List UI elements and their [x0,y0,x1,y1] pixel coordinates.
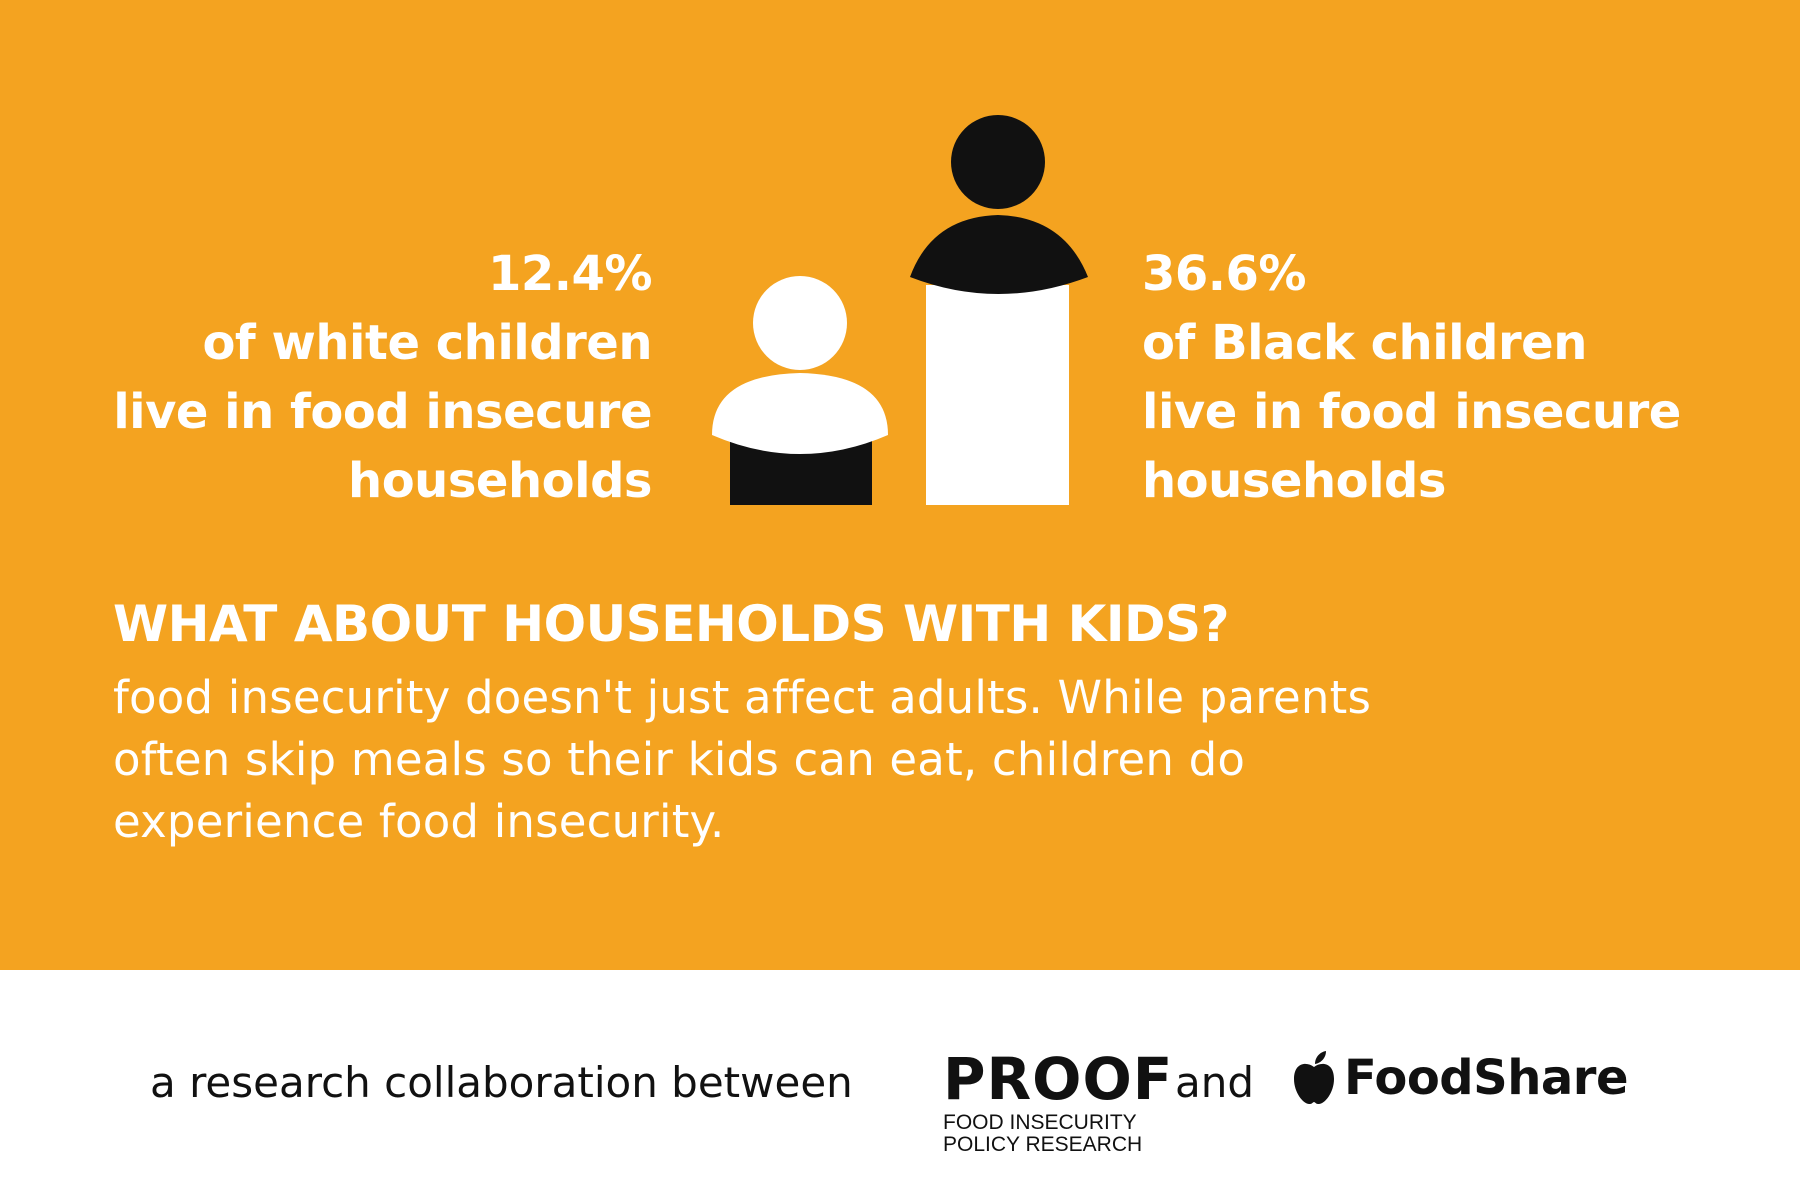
proof-logo: PROOF FOOD INSECURITY POLICY RESEARCH [943,1050,1173,1156]
proof-logo-sub1: FOOD INSECURITY [943,1111,1137,1134]
black-children-line1: of Black children [1142,315,1587,371]
proof-logo-sub2: POLICY RESEARCH [943,1133,1143,1156]
proof-logo-name: PROOF [943,1045,1174,1113]
foodshare-logo-name: FoodShare [1344,1050,1629,1106]
white-children-line1: of white children [202,315,652,371]
section-body-line1: food insecurity doesn't just affect adul… [113,671,1372,724]
apple-icon [1294,1051,1334,1105]
person-large-icon [910,115,1088,505]
black-children-line2: live in food insecure [1142,384,1681,440]
section-heading: WHAT ABOUT HOUSEHOLDS WITH KIDS? [113,595,1229,653]
section-body-line3: experience food insecurity. [113,795,725,848]
white-children-line3: households [348,453,652,509]
footer [0,970,1800,1200]
collaboration-text: a research collaboration between [150,1058,853,1107]
person-small-icon [712,276,888,505]
white-children-stat: 12.4% of white children live in food ins… [60,240,652,516]
white-children-line2: live in food insecure [113,384,652,440]
section-body: food insecurity doesn't just affect adul… [113,667,1713,853]
children-figures [700,115,1100,515]
section-body-line2: often skip meals so their kids can eat, … [113,733,1246,786]
foodshare-logo: FoodShare [1292,1050,1629,1106]
black-children-stat: 36.6% of Black children live in food ins… [1142,240,1762,516]
main-panel: 12.4% of white children live in food ins… [0,0,1800,970]
black-children-line3: households [1142,453,1446,509]
black-children-percent: 36.6% [1142,246,1307,302]
white-children-percent: 12.4% [487,246,653,302]
and-text: and [1175,1058,1255,1107]
